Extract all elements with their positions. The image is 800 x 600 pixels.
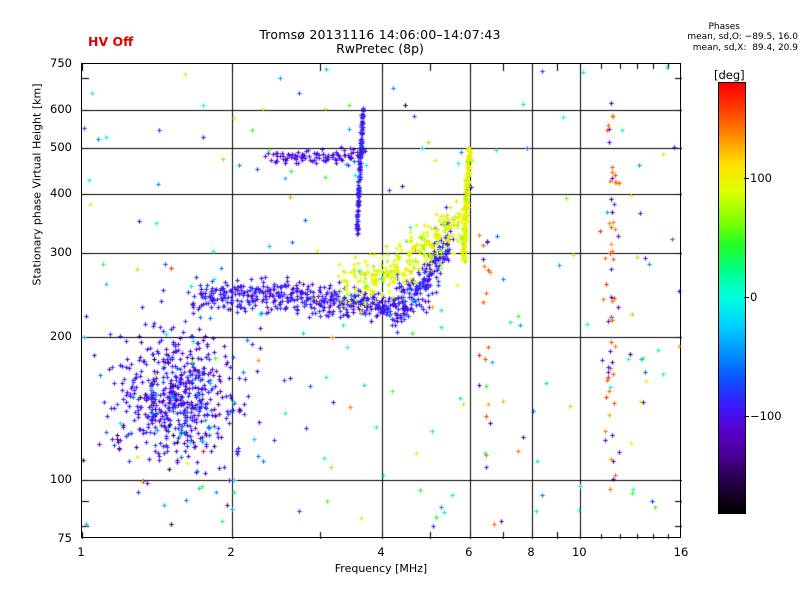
- phases-o-stats: mean, sd,O: −89.5, 16.0: [687, 32, 798, 43]
- scatter-canvas: [82, 64, 682, 539]
- y-tick-label: 500: [50, 139, 72, 154]
- y-tick-label: 600: [50, 102, 72, 117]
- hv-off-flag: HV Off: [88, 34, 134, 49]
- y-axis-label: Stationary phase Virtual Height [km]: [30, 83, 44, 286]
- plot-area: [81, 63, 682, 539]
- colorbar-tick-label: −100: [750, 409, 782, 424]
- phases-heading: Phases: [708, 22, 740, 32]
- colorbar-tick-label: 100: [750, 170, 772, 185]
- colorbar-tick-label: 0: [750, 290, 758, 304]
- x-tick-label: 6: [465, 545, 473, 559]
- phases-annotation: Phases mean, sd,O: −89.5, 16.0 mean, sd,…: [560, 22, 798, 53]
- y-tick-label: 300: [50, 245, 72, 260]
- colorbar-unit-label: [deg]: [714, 68, 745, 82]
- x-tick-label: 4: [377, 545, 385, 559]
- colorbar-tick-mark: [744, 297, 749, 298]
- x-tick-label: 1: [77, 545, 85, 559]
- colorbar: [718, 82, 746, 514]
- y-tick-label: 200: [50, 328, 72, 343]
- y-tick-label: 750: [50, 56, 72, 70]
- phases-x-stats: mean, sd,X: 89.4, 20.9: [692, 42, 798, 53]
- x-axis-label: Frequency [MHz]: [334, 562, 428, 575]
- y-tick-label: 75: [57, 531, 72, 545]
- y-tick-label: 400: [50, 185, 72, 200]
- page-title: Tromsø 20131116 14:06:00–14:07:43: [259, 27, 501, 42]
- y-tick-label: 100: [50, 471, 72, 486]
- colorbar-tick-mark: [744, 177, 749, 179]
- colorbar-gradient: [718, 82, 746, 514]
- x-tick-label: 8: [527, 545, 535, 559]
- x-tick-label: 16: [673, 545, 689, 559]
- x-tick-label: 2: [227, 545, 235, 559]
- x-tick-label: 10: [571, 545, 587, 559]
- page-subtitle: RwPretec (8p): [336, 41, 424, 56]
- colorbar-tick-mark: [744, 416, 749, 418]
